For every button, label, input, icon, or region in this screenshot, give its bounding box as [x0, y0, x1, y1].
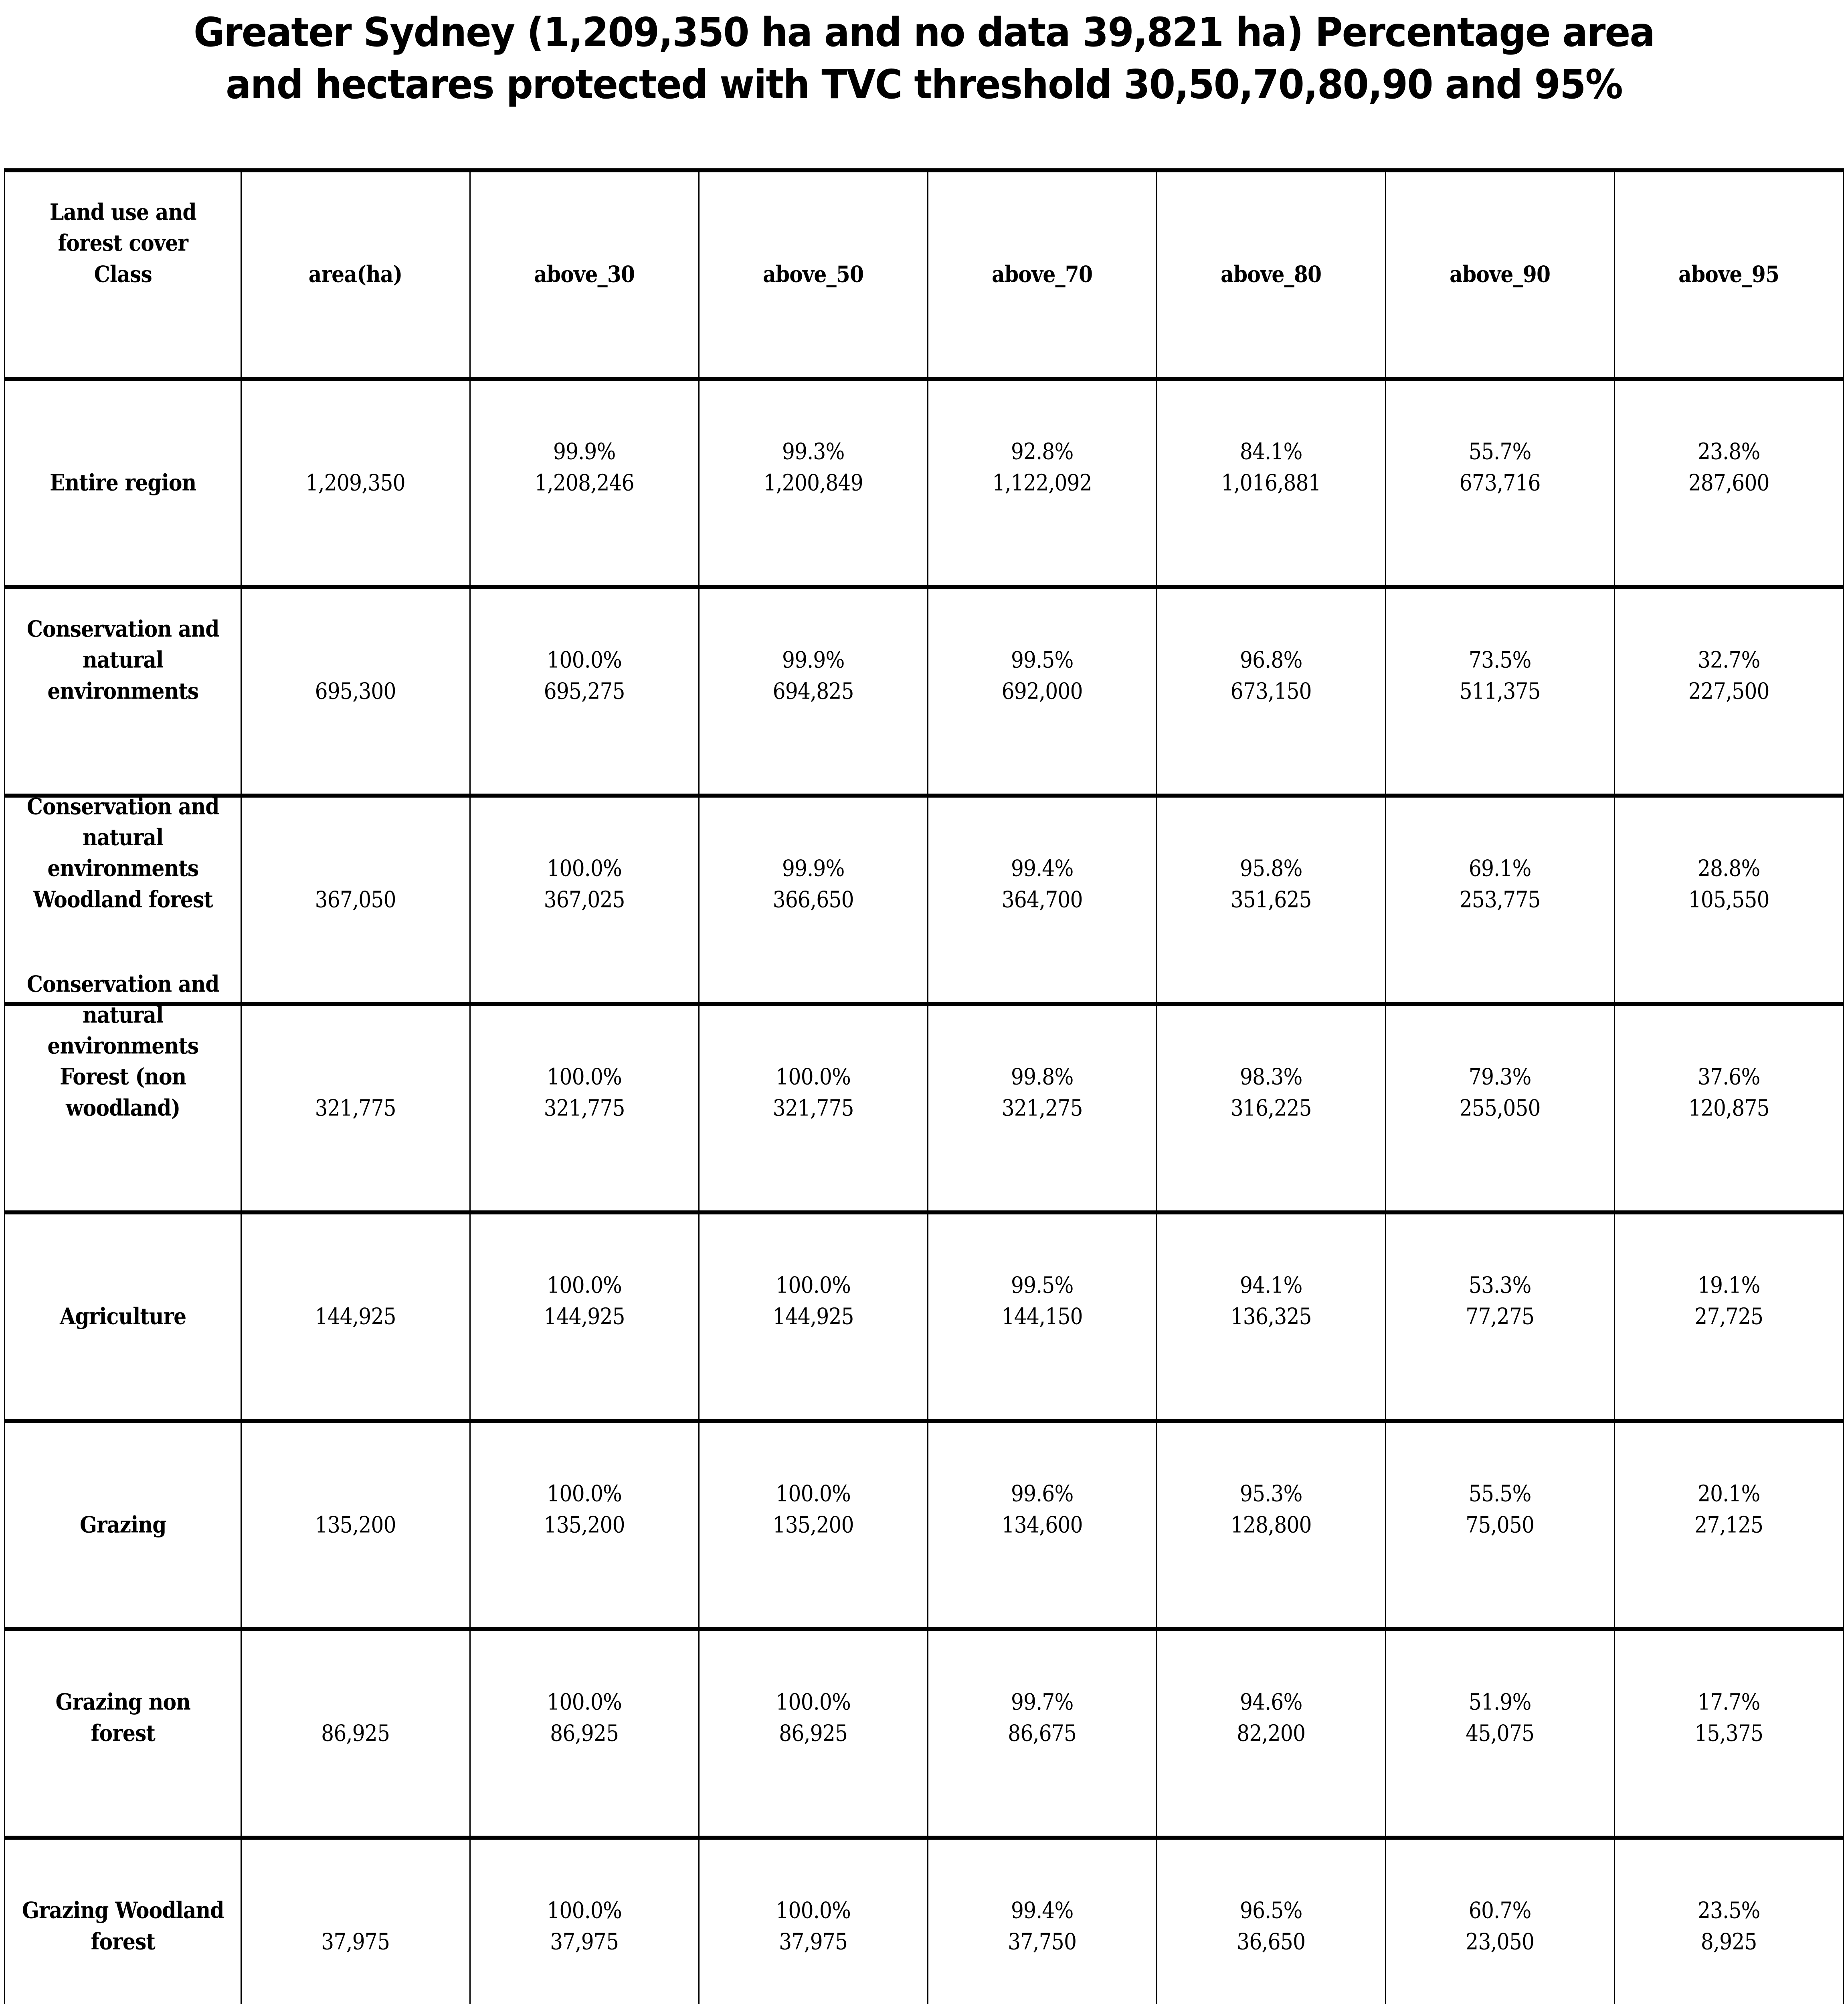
- header-area-ha: area(ha): [309, 261, 403, 288]
- header-above-95: above_95: [1678, 261, 1779, 288]
- table-row: Grazing Woodland forest 37,975 100.0% 37…: [4, 1836, 1844, 2004]
- table-header-row: Land use and forest cover Class area(ha)…: [4, 168, 1844, 381]
- table-cell: 55.5% 75,050: [1466, 1481, 1535, 1538]
- table-cell: 135,200: [315, 1512, 396, 1538]
- table-cell: 99.6% 134,600: [1001, 1481, 1083, 1538]
- table-cell: 100.0% 367,025: [544, 856, 625, 913]
- table-cell: 100.0% 135,200: [544, 1481, 625, 1538]
- table-cell: 37,975: [321, 1929, 390, 1955]
- table-cell: 144,925: [315, 1303, 396, 1330]
- table-cell: 92.8% 1,122,092: [992, 439, 1092, 496]
- table-cell: 28.8% 105,550: [1688, 856, 1770, 913]
- header-above-50: above_50: [763, 261, 864, 288]
- table-cell: 20.1% 27,125: [1694, 1481, 1764, 1538]
- table-row: Conservation and natural environments Fo…: [4, 971, 1844, 1214]
- row-label: Conservation and natural environments: [26, 616, 220, 705]
- table-row: Grazing non forest 86,925 100.0% 86,925 …: [4, 1627, 1844, 1840]
- table-cell: 17.7% 15,375: [1694, 1689, 1764, 1747]
- table-cell: 99.9% 694,825: [772, 647, 854, 705]
- table-cell: 60.7% 23,050: [1466, 1898, 1535, 1955]
- table-cell: 94.6% 82,200: [1237, 1689, 1306, 1747]
- table-cell: 51.9% 45,075: [1466, 1689, 1535, 1747]
- table-cell: 99.8% 321,275: [1001, 1064, 1083, 1121]
- table-cell: 95.3% 128,800: [1230, 1481, 1312, 1538]
- table-cell: 37.6% 120,875: [1688, 1064, 1770, 1121]
- table-cell: 100.0% 144,925: [772, 1273, 854, 1330]
- header-above-80: above_80: [1221, 261, 1322, 288]
- table-cell: 69.1% 253,775: [1459, 856, 1541, 913]
- header-above-90: above_90: [1450, 261, 1551, 288]
- table-cell: 99.5% 144,150: [1001, 1273, 1083, 1330]
- table-cell: 100.0% 321,775: [544, 1064, 625, 1121]
- table-cell: 99.7% 86,675: [1008, 1689, 1077, 1747]
- table-cell: 100.0% 144,925: [544, 1273, 625, 1330]
- table-cell: 367,050: [315, 887, 396, 913]
- table-row: Conservation and natural environments 69…: [4, 585, 1844, 798]
- row-label: Grazing Woodland forest: [22, 1897, 224, 1955]
- row-label: Grazing: [79, 1511, 167, 1538]
- table-cell: 100.0% 86,925: [547, 1689, 623, 1747]
- table-cell: 96.5% 36,650: [1237, 1898, 1306, 1955]
- table-cell: 99.9% 366,650: [772, 856, 854, 913]
- table-cell: 695,300: [315, 678, 396, 705]
- row-label: Agriculture: [59, 1303, 186, 1330]
- table-cell: 99.4% 37,750: [1008, 1898, 1077, 1955]
- table-cell: 321,775: [315, 1095, 396, 1121]
- table-cell: 100.0% 321,775: [772, 1064, 854, 1121]
- table-cell: 99.5% 692,000: [1001, 647, 1083, 705]
- page-title: Greater Sydney (1,209,350 ha and no data…: [194, 9, 1655, 108]
- table-cell: 94.1% 136,325: [1230, 1273, 1312, 1330]
- table-cell: 53.3% 77,275: [1466, 1273, 1535, 1330]
- row-label: Conservation and natural environments Fo…: [26, 971, 220, 1121]
- table-cell: 96.8% 673,150: [1230, 647, 1312, 705]
- table-cell: 84.1% 1,016,881: [1221, 439, 1321, 496]
- table-cell: 79.3% 255,050: [1459, 1064, 1541, 1121]
- table-cell: 99.4% 364,700: [1001, 856, 1083, 913]
- table-cell: 23.5% 8,925: [1698, 1898, 1761, 1955]
- header-land-use-class: Land use and forest cover Class: [49, 199, 197, 288]
- table-row: Entire region 1,209,350 99.9% 1,208,246 …: [4, 377, 1844, 589]
- table-cell: 100.0% 135,200: [772, 1481, 854, 1538]
- table-cell: 32.7% 227,500: [1688, 647, 1770, 705]
- table-cell: 100.0% 37,975: [547, 1898, 623, 1955]
- row-label: Grazing non forest: [55, 1689, 190, 1747]
- row-label: Conservation and natural environments Wo…: [26, 793, 220, 913]
- table-cell: 1,209,350: [305, 470, 406, 496]
- table-cell: 55.7% 673,716: [1459, 439, 1541, 496]
- table-cell: 98.3% 316,225: [1230, 1064, 1312, 1121]
- tvc-threshold-table: Land use and forest cover Class area(ha)…: [4, 168, 1844, 2004]
- table-cell: 100.0% 37,975: [776, 1898, 851, 1955]
- table-row: Agriculture 144,925 100.0% 144,925 100.0…: [4, 1210, 1844, 1423]
- header-above-30: above_30: [534, 261, 635, 288]
- table-cell: 73.5% 511,375: [1459, 647, 1541, 705]
- table-cell: 95.8% 351,625: [1230, 856, 1312, 913]
- table-cell: 99.3% 1,200,849: [763, 439, 863, 496]
- table-row: Grazing 135,200 100.0% 135,200 100.0% 13…: [4, 1419, 1844, 1631]
- table-cell: 86,925: [321, 1720, 390, 1747]
- table-cell: 100.0% 695,275: [544, 647, 625, 705]
- table-row: Conservation and natural environments Wo…: [4, 794, 1844, 1006]
- row-label: Entire region: [49, 469, 196, 496]
- table-cell: 23.8% 287,600: [1688, 439, 1770, 496]
- table-cell: 100.0% 86,925: [776, 1689, 851, 1747]
- header-above-70: above_70: [992, 261, 1093, 288]
- table-cell: 19.1% 27,725: [1694, 1273, 1764, 1330]
- table-cell: 99.9% 1,208,246: [534, 439, 635, 496]
